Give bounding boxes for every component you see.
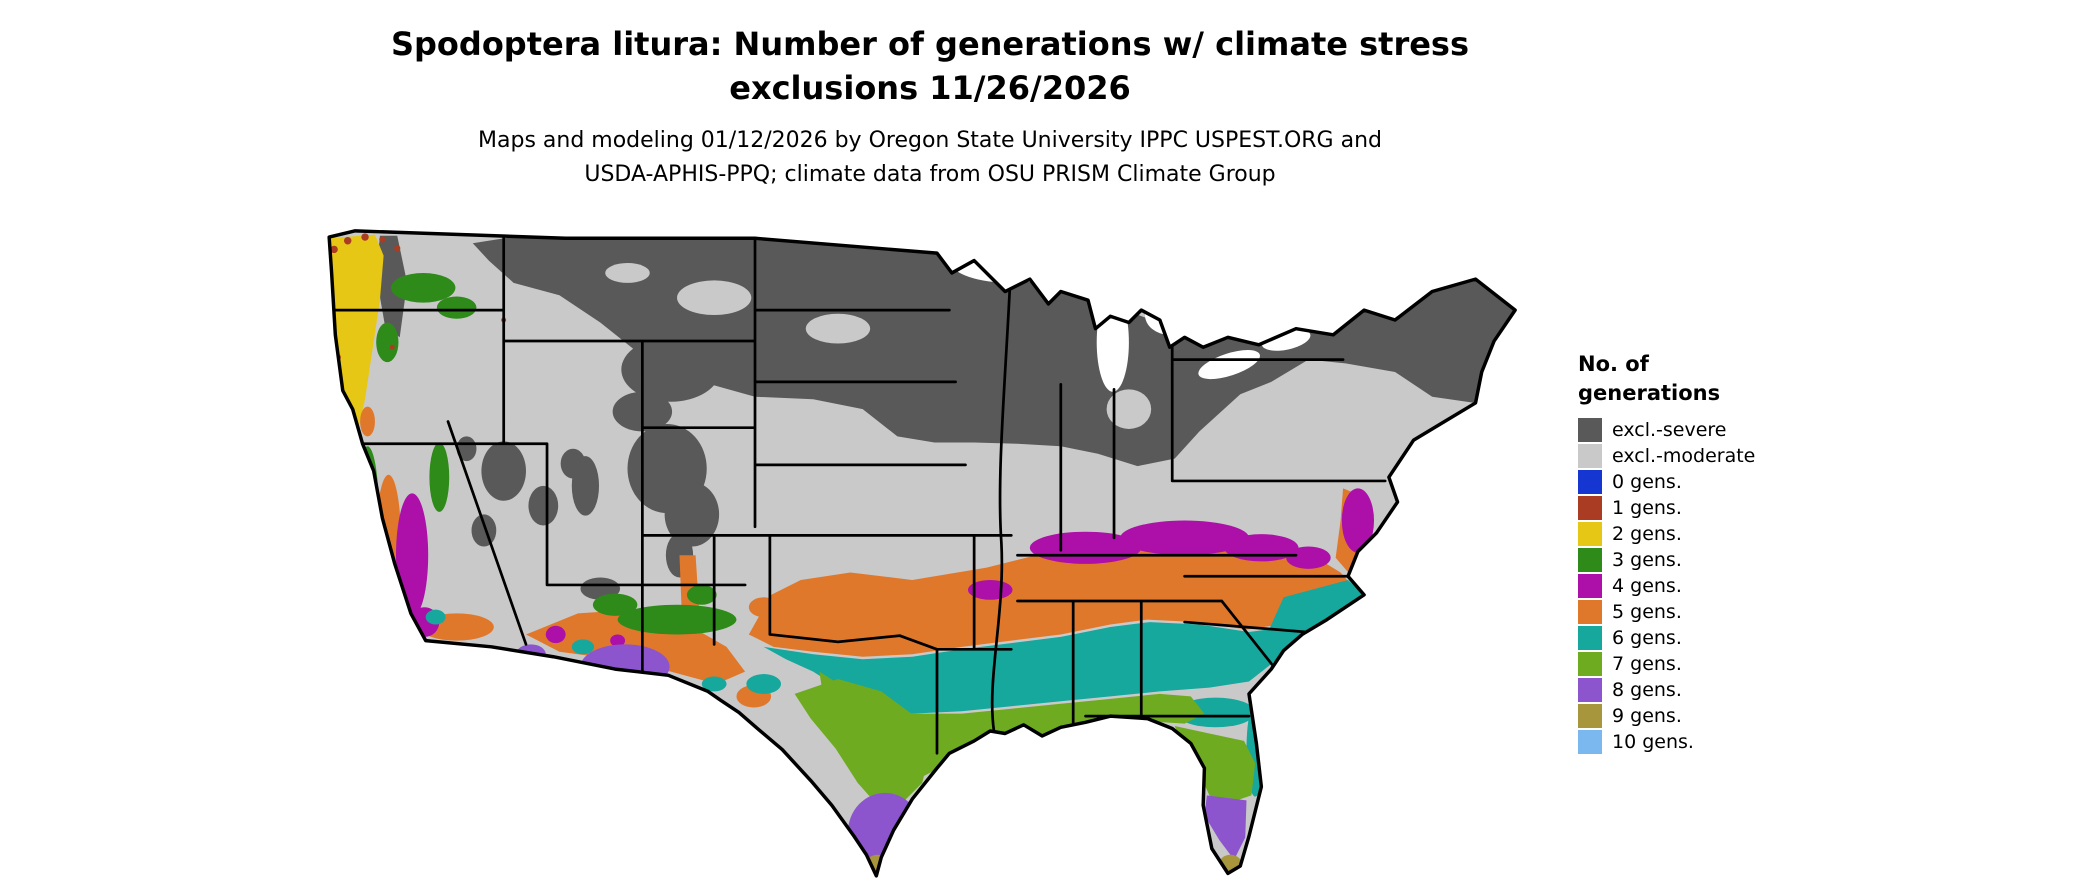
legend-swatch	[1578, 418, 1602, 442]
subtitle-line1: Maps and modeling 01/12/2026 by Oregon S…	[478, 128, 1382, 153]
legend-swatch	[1578, 522, 1602, 546]
legend-item: 3 gens.	[1578, 547, 1808, 573]
legend-label: 3 gens.	[1612, 549, 1682, 571]
state-borders	[330, 236, 1387, 755]
legend-swatch	[1578, 548, 1602, 572]
legend-swatch	[1578, 496, 1602, 520]
page-title-line1: Spodoptera litura: Number of generations…	[390, 25, 1470, 63]
legend-item: excl.-moderate	[1578, 443, 1808, 469]
legend-label: 5 gens.	[1612, 601, 1682, 623]
legend-title-line2: generations	[1578, 381, 1721, 405]
legend-label: 2 gens.	[1612, 523, 1682, 545]
legend-item: 5 gens.	[1578, 599, 1808, 625]
legend-items: excl.-severe excl.-moderate 0 gens. 1 gens.…	[1578, 417, 1808, 755]
legend-title-line1: No. of	[1578, 352, 1649, 376]
us-outline	[327, 229, 1517, 878]
legend-swatch	[1578, 574, 1602, 598]
legend-item: 10 gens.	[1578, 729, 1808, 755]
legend-swatch	[1578, 730, 1602, 754]
legend-item: 2 gens.	[1578, 521, 1808, 547]
legend: No. of generations excl.-severe excl.-mod…	[1578, 350, 1808, 755]
legend-item: 8 gens.	[1578, 677, 1808, 703]
legend-label: 10 gens.	[1612, 731, 1694, 753]
page-title-line2: exclusions 11/26/2026	[729, 69, 1131, 107]
legend-swatch	[1578, 600, 1602, 624]
legend-swatch	[1578, 444, 1602, 468]
legend-label: 9 gens.	[1612, 705, 1682, 727]
legend-label: 7 gens.	[1612, 653, 1682, 675]
figure-titles: Spodoptera litura: Number of generations…	[160, 22, 1700, 192]
legend-item: 9 gens.	[1578, 703, 1808, 729]
legend-label: 1 gens.	[1612, 497, 1682, 519]
us-map-container	[318, 220, 1556, 883]
legend-swatch	[1578, 652, 1602, 676]
zone-10-gens	[1194, 876, 1228, 883]
legend-label: 0 gens.	[1612, 471, 1682, 493]
legend-label: 6 gens.	[1612, 627, 1682, 649]
legend-title: No. of generations	[1578, 350, 1808, 408]
legend-item: excl.-severe	[1578, 417, 1808, 443]
legend-label: excl.-severe	[1612, 419, 1727, 441]
legend-item: 6 gens.	[1578, 625, 1808, 651]
legend-label: 8 gens.	[1612, 679, 1682, 701]
legend-item: 7 gens.	[1578, 651, 1808, 677]
legend-item: 4 gens.	[1578, 573, 1808, 599]
legend-label: excl.-moderate	[1612, 445, 1756, 467]
legend-swatch	[1578, 626, 1602, 650]
legend-item: 1 gens.	[1578, 495, 1808, 521]
figure-subtitle: Maps and modeling 01/12/2026 by Oregon S…	[160, 124, 1700, 192]
zone-7-gens	[794, 671, 1256, 806]
legend-label: 4 gens.	[1612, 575, 1682, 597]
legend-swatch	[1578, 470, 1602, 494]
us-map	[327, 229, 1517, 883]
legend-swatch	[1578, 704, 1602, 728]
zone-excl-moderate-patches	[486, 263, 1152, 429]
subtitle-line2: USDA-APHIS-PPQ; climate data from OSU PR…	[584, 162, 1276, 187]
legend-swatch	[1578, 678, 1602, 702]
legend-item: 0 gens.	[1578, 469, 1808, 495]
